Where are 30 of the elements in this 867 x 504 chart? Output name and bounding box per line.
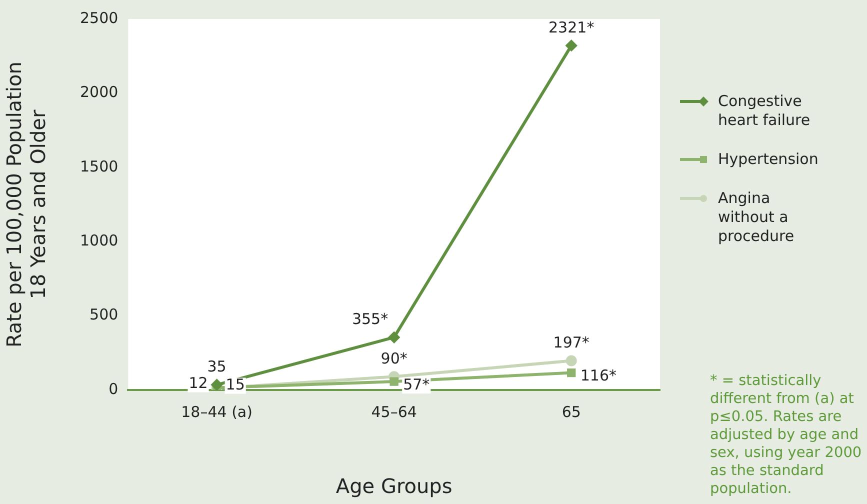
y-tick-label: 1500 (80, 157, 118, 176)
data-label: 2321* (548, 18, 595, 36)
y-tick-label: 2000 (80, 83, 118, 102)
data-label: 355* (352, 310, 389, 328)
point (566, 355, 577, 366)
y-tick-label: 2500 (80, 8, 118, 27)
x-tick-label: 45–64 (371, 402, 417, 421)
point (390, 377, 398, 386)
x-tick-label: 65 (562, 402, 581, 421)
y-tick-label: 500 (90, 306, 118, 324)
legend-label: Hypertension (718, 150, 820, 169)
data-label: 12 (188, 374, 208, 392)
text: * = statistically different from (a) at p≤0.05. Rates are adjusted by age and sex, using year 2000 as the standard population. (710, 372, 863, 498)
point (388, 332, 400, 343)
data-label: 57* (403, 375, 430, 394)
point (567, 368, 576, 378)
legend-label: Congestive heart failure (718, 92, 812, 130)
data-label: 90* (380, 350, 408, 368)
data-label: 116* (580, 366, 617, 385)
x-tick-label: 18–44 (a) (181, 402, 252, 421)
x-axis-title: Age Groups (336, 474, 452, 498)
point (211, 379, 222, 390)
data-label: 197* (553, 334, 590, 352)
y-tick-label: 0 (108, 380, 118, 398)
data-label: 15 (226, 376, 245, 394)
data-label: 35 (207, 358, 226, 376)
y-axis-title: Rate per 100,000 Population 18 Years and Older (2, 62, 50, 348)
y-tick-label: 1000 (80, 231, 118, 250)
legend-label: Angina without a procedure (718, 189, 796, 246)
point (566, 40, 577, 52)
